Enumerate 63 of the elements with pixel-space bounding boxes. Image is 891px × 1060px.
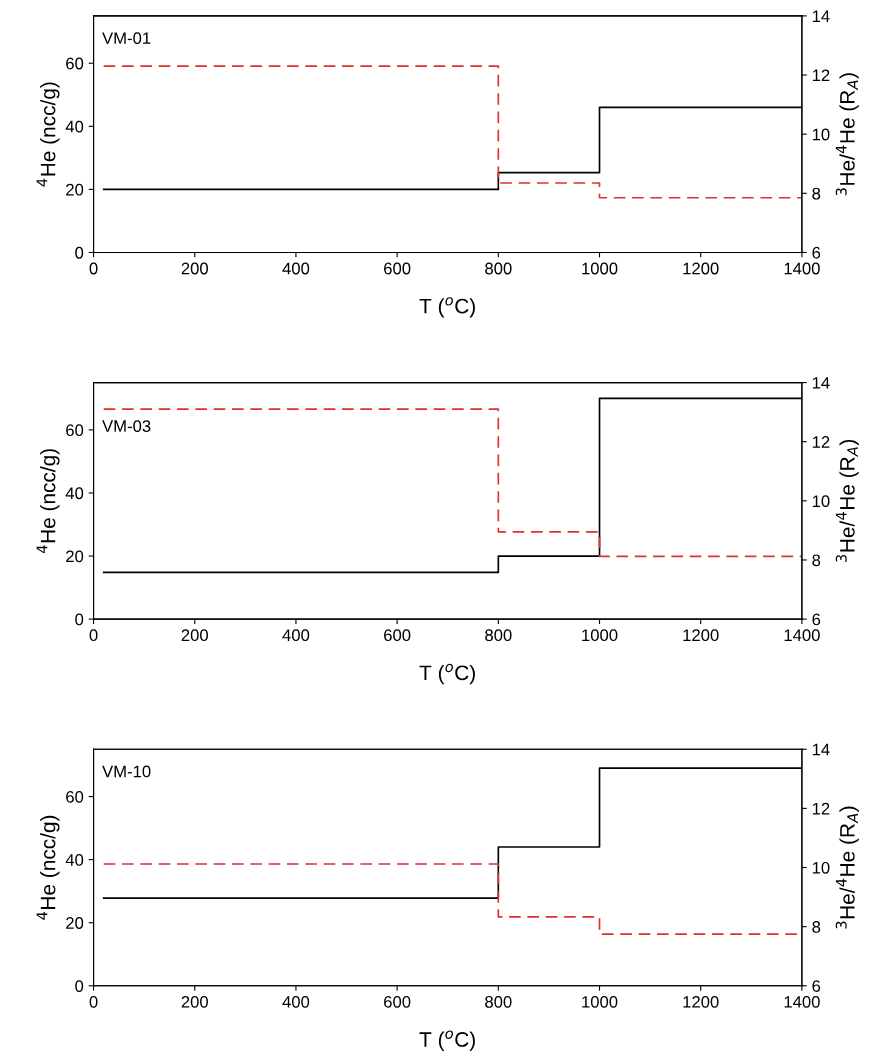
x-tick-label: 1400 (784, 629, 820, 642)
y-tick-label: 60 (66, 57, 84, 70)
y2-tick-label: 12 (812, 436, 830, 448)
y-tick-label: 40 (65, 120, 84, 133)
x-tick-label: 400 (282, 262, 310, 275)
x-tick-label: 1200 (683, 629, 719, 642)
y2-tick-label: 10 (812, 861, 830, 874)
y-tick-label: 20 (66, 550, 84, 563)
x-axis-title: T ($^{o}$C) (419, 663, 475, 685)
y2-tick-label: 6 (812, 980, 821, 992)
x-tick-label: 400 (282, 995, 310, 1008)
y2-tick-label: 8 (812, 187, 821, 200)
y2-axis-title: $^{3}$He/$^{4}$He (R$_{A}$) (835, 439, 859, 562)
y2-tick-label: 12 (812, 69, 830, 82)
x-tick-label: 1000 (582, 262, 618, 275)
y-tick-label: 40 (65, 854, 84, 866)
y-tick-label: 60 (66, 790, 84, 803)
y2-tick-label: 6 (812, 246, 821, 259)
x-tick-label: 200 (181, 262, 208, 275)
x-tick-label: 1400 (784, 262, 820, 275)
x-tick-label: 0 (89, 262, 98, 275)
x-tick-label: 0 (89, 995, 98, 1008)
x-axis-title: T ($^{o}$C) (419, 297, 475, 318)
x-axis-title: T ($^{o}$C) (419, 1030, 475, 1051)
y2-tick-label: 12 (812, 802, 830, 815)
y2-tick-label: 10 (812, 128, 830, 141)
x-tick-label: 1000 (582, 995, 618, 1008)
x-tick-label: 400 (282, 629, 310, 642)
x-tick-label: 800 (485, 262, 512, 275)
x-tick-label: 600 (384, 629, 411, 642)
y-tick-label: 40 (65, 487, 84, 500)
y-tick-label: 0 (75, 246, 84, 259)
x-tick-label: 1200 (683, 262, 719, 275)
x-tick-label: 600 (384, 995, 411, 1008)
x-tick-label: 600 (384, 262, 411, 275)
x-tick-label: 1000 (582, 629, 618, 642)
annotation: VM-10 (102, 765, 151, 778)
y-axis-title: $^{4}$He (ncc/g) (36, 449, 60, 554)
x-tick-label: 1400 (784, 995, 820, 1008)
y2-tick-label: 10 (812, 495, 830, 508)
y2-tick-label: 8 (812, 921, 821, 933)
annotation: VM-01 (102, 32, 151, 45)
x-tick-label: 1200 (683, 995, 719, 1008)
y2-tick-label: 14 (812, 10, 830, 22)
y2-axis-title: $^{3}$He/$^{4}$He (R$_{A}$) (835, 73, 859, 196)
y2-tick-label: 14 (812, 743, 830, 756)
y-tick-label: 20 (66, 183, 84, 196)
y2-tick-label: 6 (812, 613, 821, 626)
y2-tick-label: 8 (812, 554, 821, 567)
y-tick-label: 60 (66, 424, 84, 437)
y2-tick-label: 14 (812, 377, 830, 389)
y-tick-label: 20 (66, 917, 84, 929)
x-tick-label: 200 (181, 995, 208, 1008)
y-axis-title: $^{4}$He (ncc/g) (36, 82, 60, 187)
y-axis-title: $^{4}$He (ncc/g) (36, 815, 60, 920)
x-tick-label: 800 (485, 995, 512, 1008)
x-tick-label: 200 (181, 629, 208, 642)
x-tick-label: 0 (89, 629, 98, 642)
annotation: VM-03 (102, 420, 151, 432)
y-tick-label: 0 (75, 980, 84, 992)
y2-axis-title: $^{3}$He/$^{4}$He (R$_{A}$) (835, 806, 859, 929)
x-tick-label: 800 (485, 629, 512, 642)
y-tick-label: 0 (75, 613, 84, 626)
